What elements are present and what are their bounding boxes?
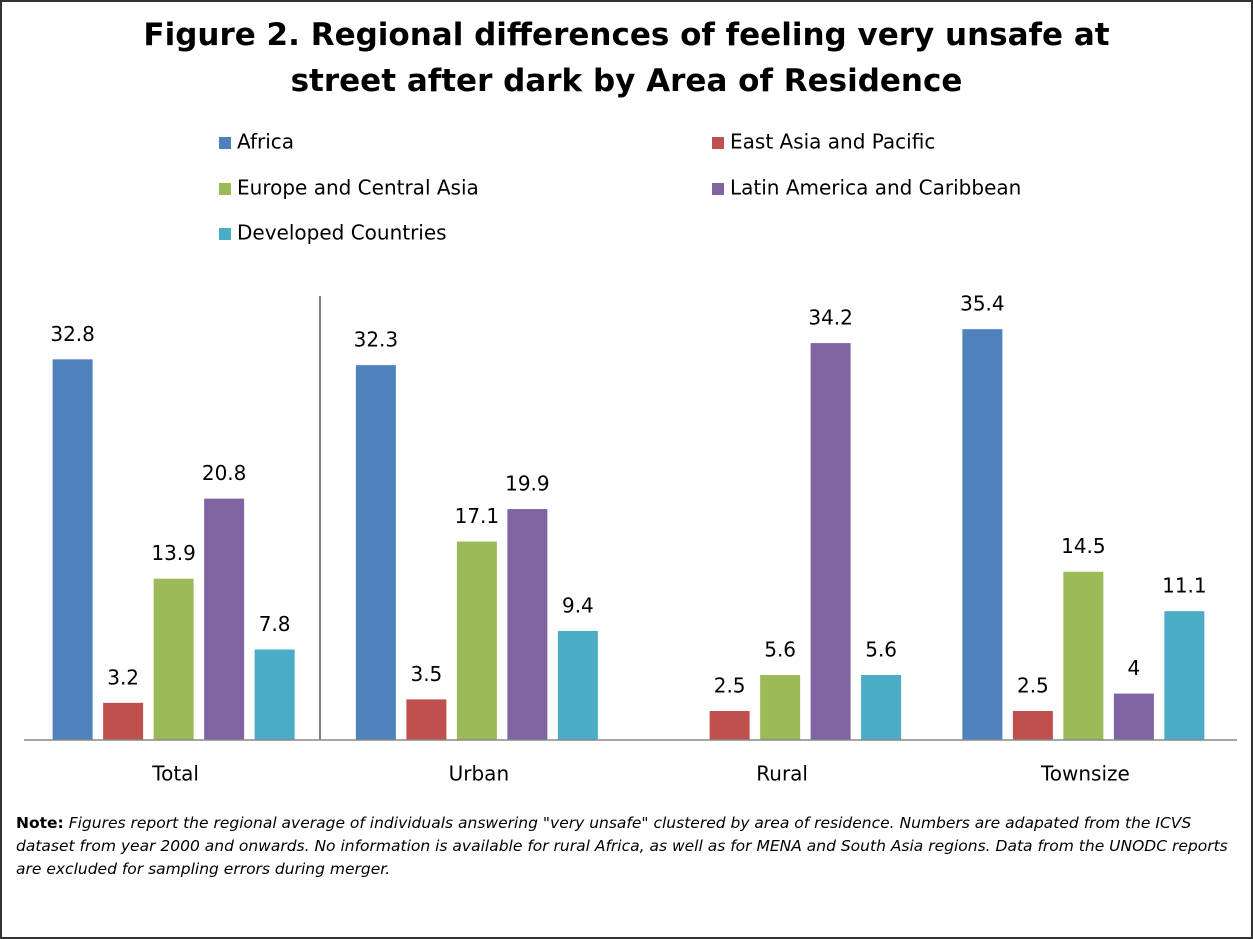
note-label: Note: bbox=[16, 814, 64, 832]
bar bbox=[52, 359, 93, 740]
data-label: 32.8 bbox=[50, 322, 95, 346]
note: Note: Figures report the regional averag… bbox=[16, 812, 1238, 881]
bar bbox=[1012, 710, 1053, 740]
note-text: Figures report the regional average of i… bbox=[16, 814, 1228, 878]
x-tick-label: Townsize bbox=[1040, 762, 1130, 786]
legend-swatch bbox=[219, 137, 231, 149]
legend-swatch bbox=[219, 228, 231, 240]
bar bbox=[861, 675, 902, 740]
data-label: 13.9 bbox=[151, 541, 196, 565]
data-label: 35.4 bbox=[960, 292, 1005, 316]
bar bbox=[1063, 571, 1104, 740]
legend-label: East Asia and Pacific bbox=[730, 130, 935, 154]
data-label: 2.5 bbox=[1017, 673, 1049, 697]
bar bbox=[1164, 611, 1205, 740]
legend-swatch bbox=[712, 183, 724, 195]
bar bbox=[153, 578, 194, 740]
bar bbox=[962, 329, 1003, 740]
data-label: 3.5 bbox=[410, 662, 442, 686]
legend-swatch bbox=[712, 137, 724, 149]
data-label: 17.1 bbox=[455, 504, 500, 528]
bar bbox=[406, 699, 447, 740]
bar bbox=[810, 343, 851, 740]
x-tick-label: Urban bbox=[449, 762, 510, 786]
legend-label: Africa bbox=[237, 130, 294, 154]
data-label: 7.8 bbox=[259, 612, 291, 636]
data-label: 5.6 bbox=[764, 638, 796, 662]
legend-label: Developed Countries bbox=[237, 221, 447, 245]
chart: Africa East Asia and Pacific Europe and Ce… bbox=[24, 130, 1237, 786]
data-label: 5.6 bbox=[865, 638, 897, 662]
bar bbox=[760, 675, 801, 740]
bar bbox=[557, 630, 598, 740]
bar bbox=[204, 498, 245, 740]
data-label: 2.5 bbox=[714, 673, 746, 697]
bar bbox=[254, 649, 295, 740]
data-label: 14.5 bbox=[1061, 534, 1106, 558]
legend-swatch bbox=[219, 183, 231, 195]
legend-label: Latin America and Caribbean bbox=[730, 176, 1021, 200]
bar bbox=[355, 365, 396, 740]
chart-title: Figure 2. Regional differences of feelin… bbox=[143, 17, 1110, 99]
x-tick-label: Rural bbox=[756, 762, 808, 786]
bar bbox=[507, 509, 548, 740]
data-label: 9.4 bbox=[562, 593, 594, 617]
data-label: 19.9 bbox=[505, 472, 550, 496]
data-label: 11.1 bbox=[1162, 574, 1207, 598]
legend-label: Europe and Central Asia bbox=[237, 176, 479, 200]
data-label: 20.8 bbox=[202, 461, 247, 485]
bar bbox=[456, 541, 497, 740]
data-label: 4 bbox=[1128, 656, 1141, 680]
x-tick-label: Total bbox=[151, 762, 199, 786]
data-label: 32.3 bbox=[354, 328, 399, 352]
bar bbox=[1113, 693, 1154, 740]
bar bbox=[103, 702, 144, 740]
data-label: 3.2 bbox=[107, 665, 139, 689]
bar bbox=[709, 710, 750, 740]
data-label: 34.2 bbox=[808, 306, 853, 330]
